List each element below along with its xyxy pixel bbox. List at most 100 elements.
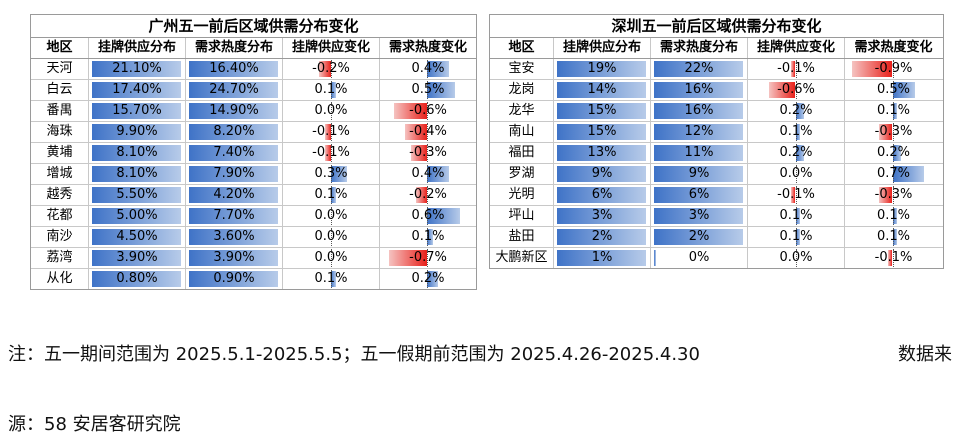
region-cell: 坪山 xyxy=(490,206,554,226)
table-row: 大鹏新区 1% 0% 0.0% -0.1% xyxy=(490,248,943,268)
data-bar xyxy=(557,124,646,140)
demand-chg-cell: -0.1% xyxy=(845,248,942,268)
table-row: 宝安 19% 22% -0.1% -0.9% xyxy=(490,59,943,80)
data-bar xyxy=(654,229,743,245)
supply-chg-cell: -0.1% xyxy=(283,122,380,142)
cell-value: -0.6% xyxy=(777,82,815,97)
cell-value: 0.0% xyxy=(314,229,348,244)
cell-value: 24.70% xyxy=(209,82,259,97)
cell-value: 6% xyxy=(688,187,710,202)
demand-cell: 8.20% xyxy=(186,122,283,142)
cell-value: -0.7% xyxy=(409,250,447,265)
cell-value: 荔湾 xyxy=(46,250,73,265)
data-bar xyxy=(654,250,656,266)
cell-value: 11% xyxy=(684,145,714,160)
supply-cell: 5.00% xyxy=(89,206,186,226)
supply-chg-cell: 0.3% xyxy=(283,164,380,184)
cell-value: 2% xyxy=(591,229,613,244)
region-cell: 从化 xyxy=(31,269,89,289)
cell-value: 白云 xyxy=(46,82,73,97)
negative-change-bar xyxy=(888,250,893,266)
data-bar xyxy=(654,103,743,119)
supply-cell: 3% xyxy=(554,206,651,226)
supply-chg-cell: 0.1% xyxy=(283,80,380,100)
positive-change-bar xyxy=(427,229,433,245)
demand-chg-cell: 0.1% xyxy=(845,227,942,247)
zero-axis-line xyxy=(892,186,894,204)
cell-value: 3.60% xyxy=(213,229,255,244)
data-bar xyxy=(189,82,278,98)
zero-axis-line xyxy=(795,102,797,120)
supply-cell: 15% xyxy=(554,101,651,121)
zero-axis-line xyxy=(795,249,797,267)
zero-axis-line xyxy=(330,165,332,183)
zero-axis-line xyxy=(427,186,428,204)
column-header: 需求热度分布 xyxy=(186,38,283,58)
data-bar xyxy=(189,208,278,224)
cell-value: 19% xyxy=(587,61,617,76)
supply-cell: 15% xyxy=(554,122,651,142)
zero-axis-line xyxy=(427,102,428,120)
region-cell: 越秀 xyxy=(31,185,89,205)
zero-axis-line xyxy=(330,102,332,120)
zero-axis-line xyxy=(427,165,428,183)
demand-chg-cell: 0.4% xyxy=(380,59,476,79)
supply-chg-cell: -0.1% xyxy=(748,185,845,205)
negative-change-bar xyxy=(791,61,796,77)
supply-chg-cell: 0.1% xyxy=(748,227,845,247)
demand-chg-cell: 0.1% xyxy=(845,101,942,121)
table-row: 番禺 15.70% 14.90% 0.0% -0.6% xyxy=(31,101,476,122)
cell-value: 22% xyxy=(684,61,714,76)
cell-value: 天河 xyxy=(46,61,73,76)
note-period-text: 注：五一期间范围为 2025.5.1-2025.5.5；五一假期前范围为 202… xyxy=(8,344,700,365)
supply-cell: 14% xyxy=(554,80,651,100)
table-row: 荔湾 3.90% 3.90% 0.0% -0.7% xyxy=(31,248,476,269)
cell-value: 从化 xyxy=(46,271,73,286)
supply-cell: 4.50% xyxy=(89,227,186,247)
demand-cell: 2% xyxy=(651,227,748,247)
cell-value: 0.90% xyxy=(213,271,255,286)
cell-value: 黄埔 xyxy=(46,145,73,160)
demand-chg-cell: -0.9% xyxy=(845,59,942,79)
demand-cell: 4.20% xyxy=(186,185,283,205)
positive-change-bar xyxy=(892,103,897,119)
demand-cell: 3% xyxy=(651,206,748,226)
cell-value: 0.6% xyxy=(411,208,445,223)
supply-chg-cell: 0.0% xyxy=(283,206,380,226)
note-line-1: 注：五一期间范围为 2025.5.1-2025.5.5；五一假期前范围为 202… xyxy=(8,340,952,366)
column-header: 地区 xyxy=(31,38,89,58)
data-bar xyxy=(654,82,743,98)
table-row: 白云 17.40% 24.70% 0.1% 0.5% xyxy=(31,80,476,101)
cell-value: 7.40% xyxy=(213,145,255,160)
data-bar xyxy=(92,103,181,119)
zero-axis-line xyxy=(330,228,332,246)
zero-axis-line xyxy=(892,228,894,246)
cell-value: 15.70% xyxy=(112,103,162,118)
positive-change-bar xyxy=(892,166,924,182)
negative-change-bar xyxy=(852,61,893,77)
cell-value: -0.3% xyxy=(409,145,447,160)
demand-cell: 16.40% xyxy=(186,59,283,79)
positive-change-bar xyxy=(795,124,800,140)
zero-axis-line xyxy=(427,270,428,288)
demand-cell: 3.60% xyxy=(186,227,283,247)
cell-value: 14% xyxy=(587,82,617,97)
positive-change-bar xyxy=(427,208,460,224)
region-cell: 增城 xyxy=(31,164,89,184)
guangzhou-table-body: 地区 挂牌供应分布 需求热度分布 挂牌供应变化 需求热度变化 天河 21.10% 16.40%… xyxy=(31,38,476,289)
cell-value: 0.5% xyxy=(876,82,911,97)
cell-value: 12% xyxy=(684,124,714,139)
zero-axis-line xyxy=(795,207,797,225)
cell-value: 21.10% xyxy=(112,61,162,76)
table-row: 海珠 9.90% 8.20% -0.1% -0.4% xyxy=(31,122,476,143)
column-header: 挂牌供应分布 xyxy=(554,38,651,58)
cell-value: 0% xyxy=(688,250,710,265)
demand-chg-cell: 0.6% xyxy=(380,206,476,226)
zero-axis-line xyxy=(427,249,428,267)
cell-value: 0.1% xyxy=(779,229,813,244)
demand-cell: 0% xyxy=(651,248,748,268)
cell-value: 0.0% xyxy=(779,250,813,265)
negative-change-bar xyxy=(319,61,331,77)
zero-axis-line xyxy=(892,81,894,99)
cell-value: 增城 xyxy=(46,166,73,181)
